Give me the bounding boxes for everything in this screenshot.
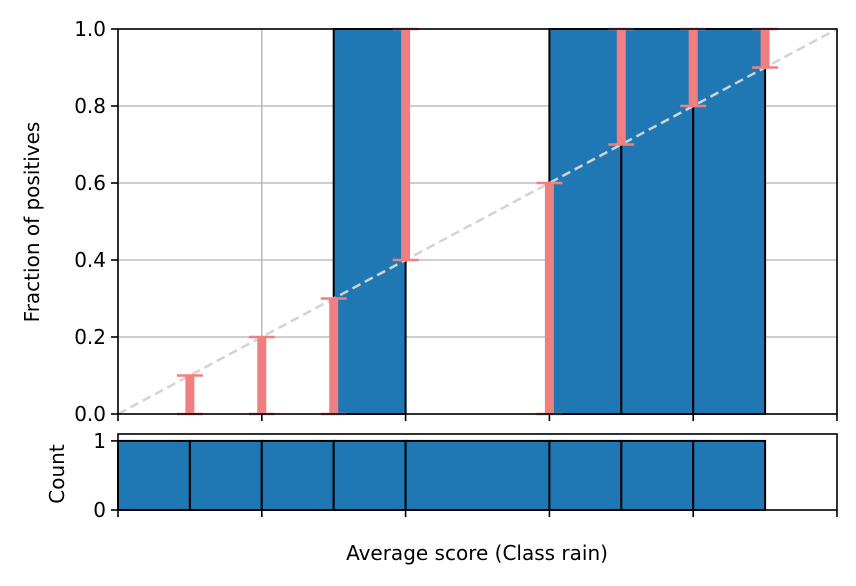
bar: [548, 28, 623, 415]
y-axis-label: Count: [45, 444, 69, 504]
count-bar: [548, 439, 623, 511]
y-ticks: 0.0 0.2 0.4 0.6 0.8 1.0: [74, 17, 118, 426]
y-tick-label: 0.2: [74, 325, 106, 349]
y-tick-label: 0.8: [74, 94, 106, 118]
count-bar: [692, 439, 767, 511]
count-bar: [117, 439, 191, 511]
bar: [332, 28, 407, 415]
reliability-bars: [332, 28, 767, 415]
count-bar: [620, 439, 695, 511]
y-tick-label: 0: [93, 498, 106, 522]
x-ticks: [117, 510, 838, 517]
plot-frame: [117, 433, 838, 511]
count-bars: [117, 439, 767, 511]
count-bar: [260, 439, 335, 511]
y-tick-label: 0.4: [74, 248, 106, 272]
error-bar: [248, 335, 275, 416]
histogram-panel: 01 Count Average score (Class rain): [45, 429, 838, 565]
bar: [620, 28, 695, 415]
y-tick-label: 1.0: [74, 17, 106, 41]
y-tick-label: 0.6: [74, 171, 106, 195]
reliability-panel: 0.0 0.2 0.4 0.6 0.8 1.0 Fraction of positives: [20, 17, 838, 426]
plot-frame: [117, 28, 838, 415]
count-bar: [188, 439, 263, 511]
x-axis-label: Average score (Class rain): [346, 541, 608, 565]
y-tick-label: 1: [93, 429, 106, 453]
y-axis-label: Fraction of positives: [20, 122, 44, 323]
count-bar: [332, 439, 407, 511]
y-ticks: 01: [93, 429, 118, 522]
perfect-calibration-line: [117, 27, 838, 416]
x-ticks: [117, 414, 838, 421]
y-tick-label: 0.0: [74, 402, 106, 426]
count-bar: [404, 439, 551, 511]
